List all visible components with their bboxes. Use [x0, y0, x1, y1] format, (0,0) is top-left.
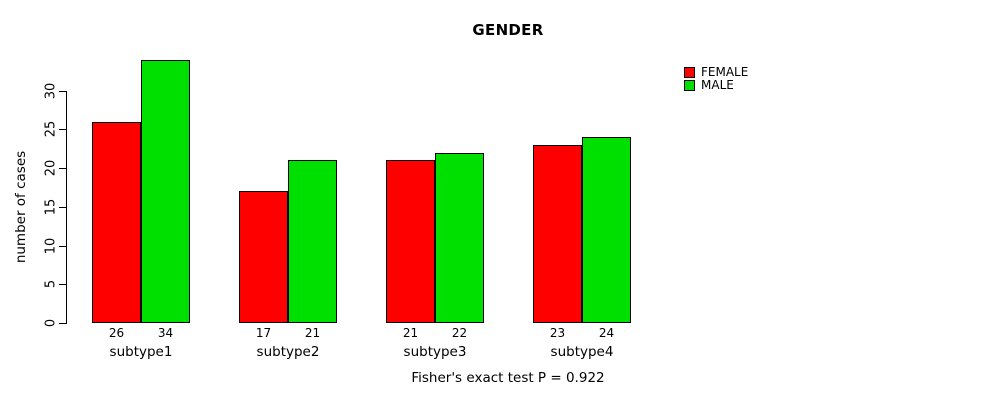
y-tick-mark: [59, 323, 66, 324]
legend-label: MALE: [701, 78, 734, 92]
legend: FEMALE MALE: [684, 66, 748, 91]
bar-value-label: 21: [402, 326, 419, 340]
category-label-subtype3: subtype3: [403, 344, 467, 360]
y-tick-label: 20: [43, 159, 59, 177]
bar-male-subtype4: [582, 137, 631, 323]
category-label-subtype2: subtype2: [256, 344, 320, 360]
bar-male-subtype2: [288, 160, 337, 323]
y-tick-mark: [59, 246, 66, 247]
y-tick-mark: [59, 129, 66, 130]
bar-female-subtype3: [386, 160, 435, 323]
bar-value-label: 22: [451, 326, 468, 340]
legend-label: FEMALE: [701, 65, 749, 79]
bar-male-subtype3: [435, 153, 484, 323]
bar-female-subtype1: [92, 122, 141, 323]
bar-value-label: 24: [598, 326, 615, 340]
legend-item: MALE: [684, 79, 748, 91]
legend-item: FEMALE: [684, 66, 748, 78]
y-tick-label: 5: [43, 279, 59, 289]
category-label-subtype4: subtype4: [550, 344, 614, 360]
bar-value-label: 21: [304, 326, 321, 340]
bar-value-label: 17: [255, 326, 272, 340]
bar-female-subtype2: [239, 191, 288, 323]
chart-caption: Fisher's exact test P = 0.922: [411, 370, 605, 386]
y-axis-line: [66, 91, 67, 324]
y-tick-mark: [59, 91, 66, 92]
bar-female-subtype4: [533, 145, 582, 323]
bar-value-label: 23: [549, 326, 566, 340]
chart-title: GENDER: [472, 21, 544, 39]
y-tick-label: 25: [43, 120, 59, 138]
y-tick-mark: [59, 168, 66, 169]
y-tick-mark: [59, 207, 66, 208]
bar-value-label: 34: [157, 326, 174, 340]
y-tick-mark: [59, 284, 66, 285]
y-tick-label: 30: [43, 82, 59, 100]
y-tick-label: 15: [43, 198, 59, 216]
category-label-subtype1: subtype1: [109, 344, 173, 360]
bar-value-label: 26: [108, 326, 125, 340]
bar-male-subtype1: [141, 60, 190, 323]
legend-swatch-female: [684, 66, 695, 78]
y-tick-label: 10: [43, 237, 59, 255]
legend-swatch-male: [684, 79, 695, 91]
y-tick-label: 0: [43, 318, 59, 328]
